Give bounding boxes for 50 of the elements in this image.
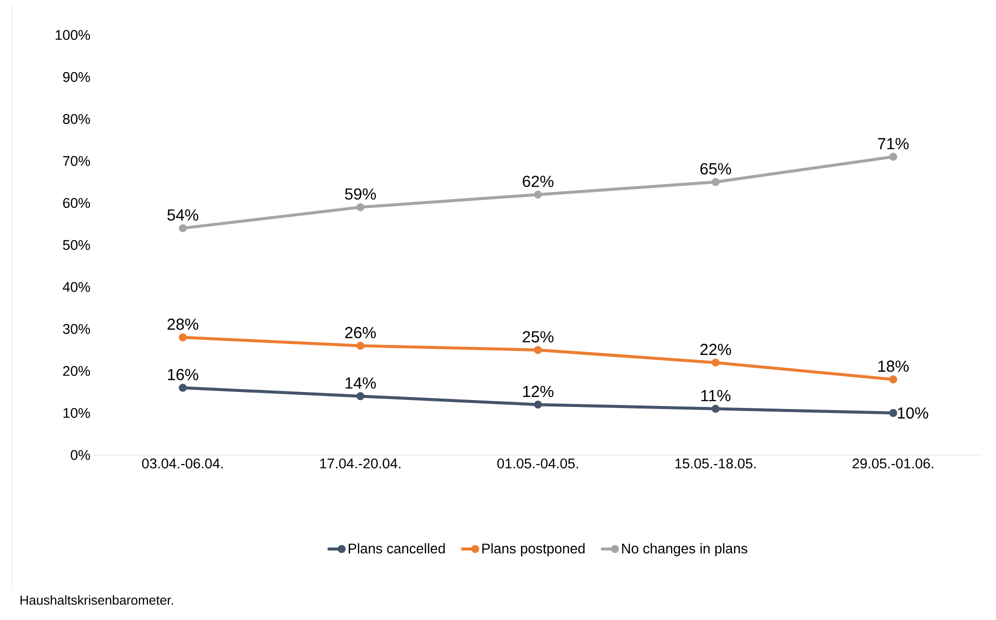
point xyxy=(889,408,898,417)
data-label: 11% xyxy=(701,390,730,402)
y-tick-label: 60% xyxy=(63,198,90,208)
y-tick-label: 80% xyxy=(63,114,90,124)
data-label: 26% xyxy=(345,326,376,338)
point xyxy=(889,375,898,384)
data-label: 22% xyxy=(700,344,732,356)
data-label: 62% xyxy=(522,176,554,188)
point xyxy=(712,404,720,413)
point xyxy=(889,152,898,161)
legend-label: No changes in plans xyxy=(622,543,748,556)
x-tick-label: 03.04.-06.04. xyxy=(142,458,223,468)
legend-label: Plans postponed xyxy=(482,543,585,556)
point xyxy=(534,190,542,199)
y-tick-label: 100% xyxy=(56,30,90,40)
data-label: 10% xyxy=(898,407,928,419)
data-label: 59% xyxy=(345,188,376,200)
x-tick-label: 15.05.-18.05. xyxy=(675,458,756,468)
y-tick-label: 50% xyxy=(63,240,90,250)
point xyxy=(534,400,542,409)
y-tick-label: 40% xyxy=(62,282,90,292)
y-tick-label: 30% xyxy=(62,324,90,334)
text: Haushaltskrisenbarometer. xyxy=(20,595,173,605)
point xyxy=(356,392,364,400)
legend-label: Plans cancelled xyxy=(348,543,445,554)
y-tick-label: 10% xyxy=(64,408,90,418)
point xyxy=(356,203,364,212)
data-label: 14% xyxy=(346,377,376,389)
point xyxy=(356,342,364,350)
point xyxy=(712,358,720,367)
data-label: 12% xyxy=(523,386,554,398)
data-label: 71% xyxy=(878,138,909,150)
data-label: 28% xyxy=(168,318,198,330)
data-label: 25% xyxy=(522,331,554,342)
y-tick-label: 20% xyxy=(63,366,90,376)
x-tick-label: 29.05.-01.06. xyxy=(852,458,934,468)
x-tick-label: 17.04.-20.04. xyxy=(320,458,400,468)
data-label: 16% xyxy=(168,368,198,380)
point xyxy=(712,178,720,186)
data-label: 18% xyxy=(878,360,909,372)
x-tick-label: 01.05.-04.05. xyxy=(497,458,578,468)
data-label: 54% xyxy=(167,209,198,221)
y-tick-label: 70% xyxy=(63,156,90,166)
y-tick-label: 90% xyxy=(63,72,90,82)
point xyxy=(178,384,187,392)
data-label: 65% xyxy=(700,163,732,174)
y-tick-label: 0% xyxy=(70,450,90,460)
point xyxy=(178,333,187,342)
point xyxy=(534,346,542,354)
point xyxy=(178,224,187,232)
